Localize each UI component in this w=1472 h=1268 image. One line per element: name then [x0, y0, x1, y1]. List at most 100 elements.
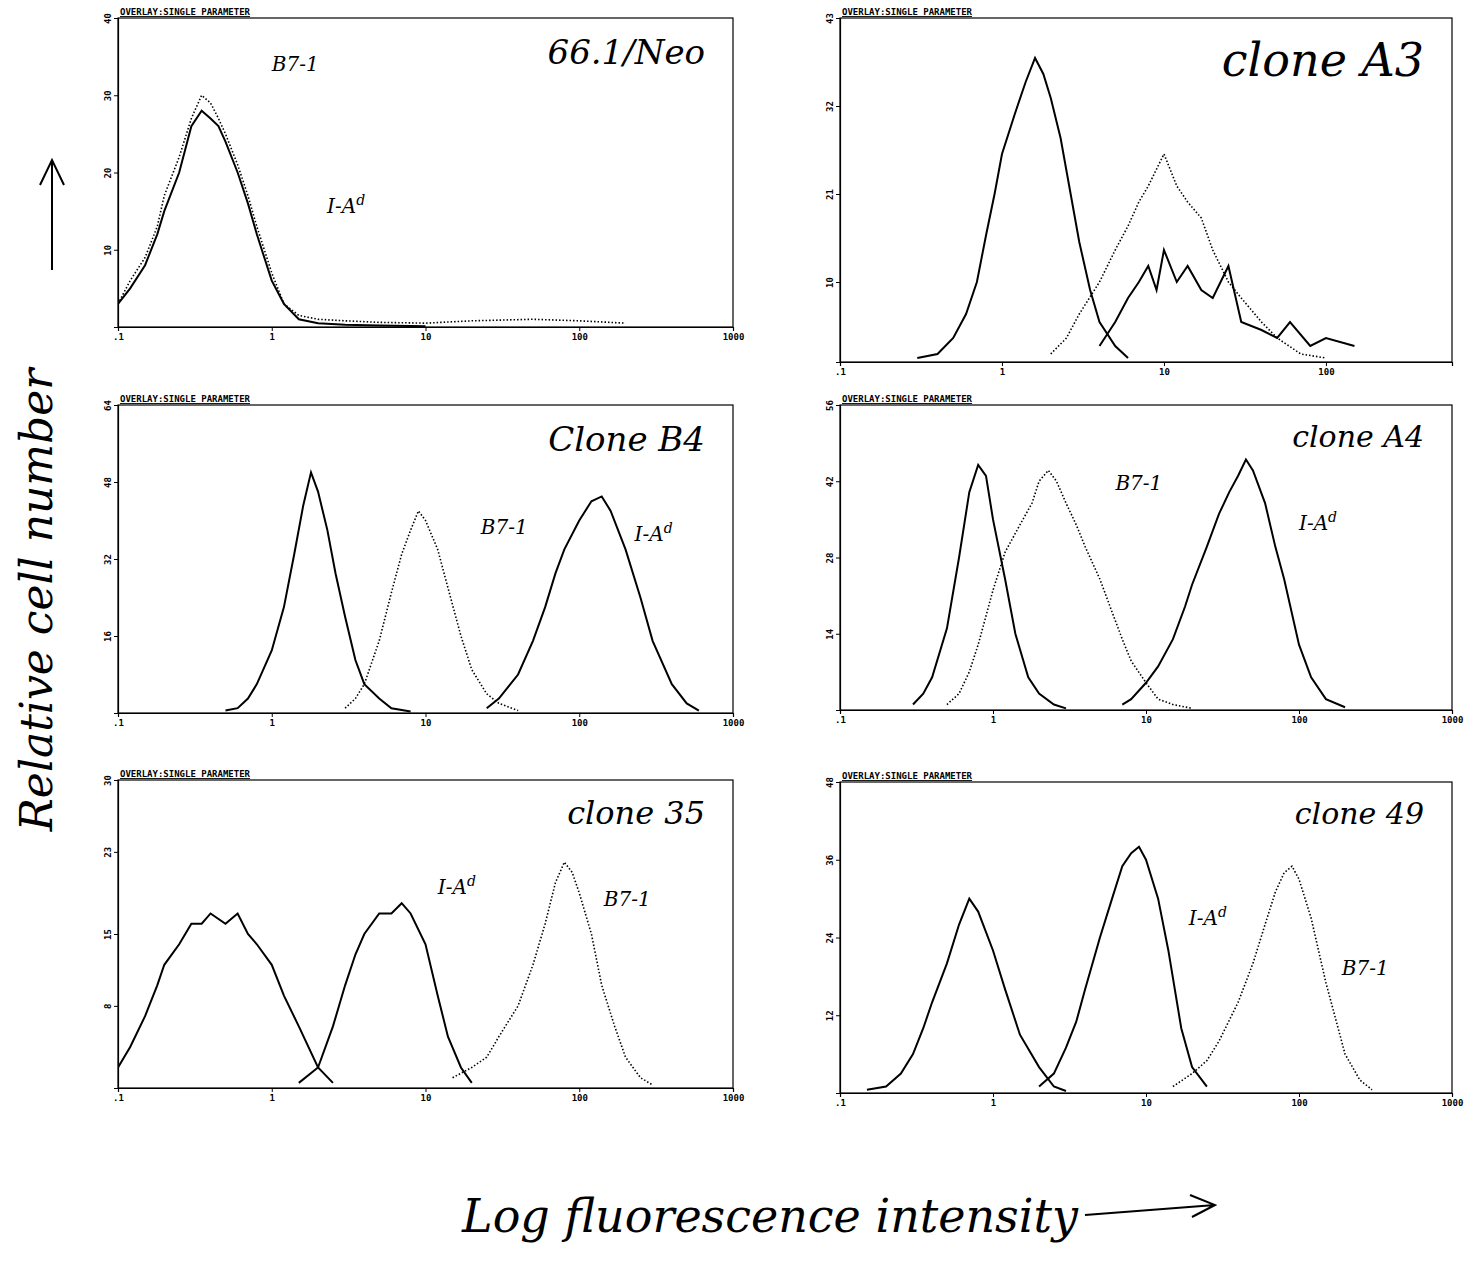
y-axis: 12243648 — [825, 777, 841, 1093]
y-tick-label: 14 — [825, 628, 835, 639]
y-tick-label: 12 — [825, 1010, 835, 1021]
curve-label: I-Ad — [1298, 509, 1337, 535]
y-tick-label: 16 — [103, 631, 113, 642]
x-tick: 10 — [421, 713, 432, 728]
x-tick-label: 1 — [270, 332, 275, 342]
x-arrow — [1085, 1195, 1215, 1217]
x-axis: .11101001000 — [113, 327, 744, 342]
x-tick-mark — [272, 327, 273, 331]
x-tick: 1000 — [723, 713, 745, 728]
x-tick: 100 — [1291, 710, 1307, 725]
x-tick-mark — [1146, 1093, 1147, 1097]
x-tick: .1 — [835, 1093, 846, 1108]
y-tick: 15 — [103, 929, 118, 940]
y-axis-title: Relative cell number — [11, 366, 62, 833]
y-axis-line — [836, 783, 841, 1094]
panel-title: Clone B4 — [548, 419, 705, 459]
x-tick: 1 — [1000, 362, 1005, 377]
x-tick: 1000 — [1442, 1093, 1464, 1108]
x-tick: 10 — [421, 1088, 432, 1103]
x-tick-label: .1 — [113, 1093, 124, 1103]
solid-histogram — [913, 465, 1066, 708]
solid-histogram — [118, 111, 426, 327]
y-tick: 32 — [825, 101, 840, 112]
x-tick: 1 — [270, 1088, 275, 1103]
y-tick-mark — [836, 558, 840, 559]
y-tick: 28 — [825, 553, 840, 564]
y-tick-mark — [836, 18, 840, 19]
x-tick-label: 1 — [1000, 367, 1005, 377]
y-tick: 16 — [103, 631, 118, 642]
y-tick: 40 — [103, 13, 118, 24]
y-tick-mark — [836, 860, 840, 861]
curve-label: B7-1 — [1114, 471, 1162, 495]
curve-label: B7-1 — [603, 887, 651, 911]
x-tick: 10 — [1141, 1093, 1152, 1108]
panel-title: clone A4 — [1292, 419, 1424, 454]
y-axis-line — [836, 406, 841, 711]
y-tick: 64 — [103, 400, 118, 411]
y-tick-mark — [114, 852, 118, 853]
x-tick: 100 — [572, 1088, 588, 1103]
x-tick-label: .1 — [835, 1098, 846, 1108]
y-tick-mark — [114, 559, 118, 560]
plot-frame — [118, 18, 733, 327]
y-tick-label: 8 — [103, 1004, 113, 1009]
x-axis-line — [119, 714, 734, 718]
y-tick-label: 64 — [103, 400, 113, 411]
x-tick-label: 1 — [991, 715, 996, 725]
x-tick-mark — [272, 1088, 273, 1092]
x-tick: .1 — [113, 713, 124, 728]
curve-label: I-Ad — [437, 873, 476, 899]
y-tick: 30 — [103, 90, 118, 101]
x-tick-label: 100 — [1291, 715, 1307, 725]
y-axis: 10 20 30 40 — [103, 13, 119, 327]
plot-frame — [840, 18, 1452, 362]
x-tick-mark — [1452, 710, 1453, 714]
y-tick-label: 15 — [103, 929, 113, 940]
y-tick-mark — [836, 634, 840, 635]
x-tick-mark — [993, 710, 994, 714]
x-tick-mark — [426, 327, 427, 331]
panel-title: clone 35 — [567, 794, 705, 832]
x-tick: 10 — [421, 327, 432, 342]
y-tick-label: 43 — [825, 13, 835, 24]
x-tick-mark — [272, 713, 273, 717]
y-axis: 16324864 — [103, 400, 119, 714]
x-tick-label: 100 — [1291, 1098, 1307, 1108]
y-tick-label: 30 — [103, 775, 113, 786]
panel-title: 66.1/Neo — [548, 32, 706, 72]
x-tick-mark — [1002, 362, 1003, 366]
solid-histogram — [1122, 459, 1345, 707]
plot-frame — [840, 405, 1452, 710]
y-tick: 12 — [825, 1010, 840, 1021]
x-axis: .11101001000 — [835, 710, 1463, 725]
x-tick-mark — [426, 1088, 427, 1092]
x-tick: 1000 — [1442, 710, 1464, 725]
x-tick-label: 100 — [572, 1093, 588, 1103]
panel-header: OVERLAY:SINGLE PARAMETER — [120, 769, 251, 779]
y-tick: 24 — [825, 932, 840, 943]
plot-frame — [118, 780, 733, 1088]
y-tick-mark — [114, 934, 118, 935]
x-tick-mark — [579, 327, 580, 331]
solid-histogram — [917, 58, 1128, 358]
x-tick-mark — [733, 1088, 734, 1092]
dotted-histogram — [947, 470, 1192, 708]
panel-header: OVERLAY:SINGLE PARAMETER — [842, 394, 973, 404]
y-arrow — [40, 160, 64, 270]
y-tick: 10 — [103, 245, 118, 256]
plot-area — [225, 472, 698, 711]
y-tick-label: 20 — [103, 168, 113, 179]
y-tick-mark — [114, 250, 118, 251]
y-tick-label: 40 — [103, 13, 113, 24]
y-tick: 10 — [825, 277, 840, 288]
curve-label: I-Ad — [1188, 904, 1227, 930]
x-tick-mark — [1326, 362, 1327, 366]
panel-title: clone 49 — [1295, 796, 1424, 831]
curve-label: B7-1 — [480, 515, 528, 539]
plot-area — [118, 862, 653, 1085]
y-tick-label: 10 — [103, 245, 113, 256]
y-axis: 10213243 — [825, 13, 841, 362]
y-tick: 20 — [103, 168, 118, 179]
